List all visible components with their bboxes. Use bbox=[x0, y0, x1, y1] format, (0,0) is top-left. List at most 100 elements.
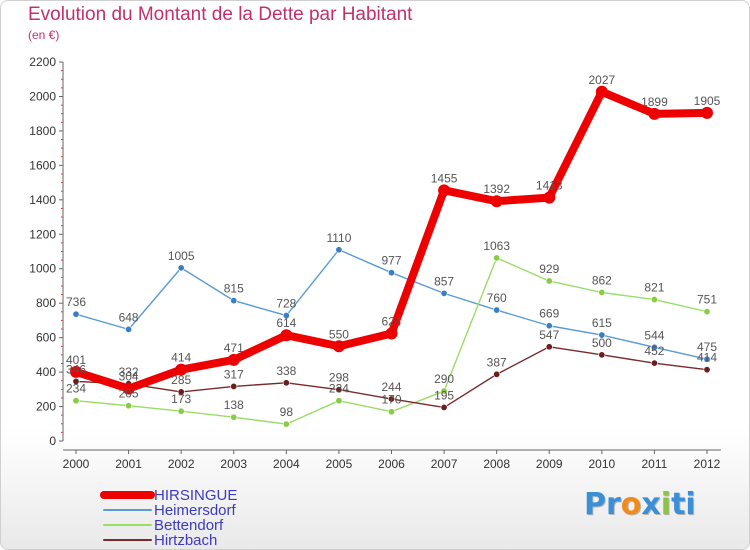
y-tick-label: 1600 bbox=[29, 158, 56, 172]
data-label: 414 bbox=[697, 351, 717, 365]
data-point bbox=[230, 382, 238, 390]
data-label: 346 bbox=[66, 362, 86, 376]
data-label: 387 bbox=[487, 355, 507, 369]
data-point bbox=[493, 254, 501, 262]
data-label: 550 bbox=[329, 327, 349, 341]
data-point bbox=[280, 329, 293, 342]
data-point bbox=[227, 353, 240, 366]
y-tick-label: 0 bbox=[49, 434, 56, 448]
data-point bbox=[598, 351, 606, 359]
legend-label-bettendorf: Bettendorf bbox=[154, 517, 224, 534]
data-label: 751 bbox=[697, 293, 717, 307]
data-point bbox=[230, 297, 238, 305]
data-point bbox=[438, 184, 451, 197]
data-label: 500 bbox=[592, 336, 612, 350]
data-label: 170 bbox=[381, 393, 401, 407]
data-label: 1905 bbox=[694, 94, 721, 108]
data-label: 1413 bbox=[536, 179, 563, 193]
data-point bbox=[177, 264, 185, 272]
chart-title: Evolution du Montant de la Dette par Hab… bbox=[28, 4, 413, 25]
data-point bbox=[332, 340, 345, 353]
data-point bbox=[122, 382, 135, 395]
data-label: 205 bbox=[119, 387, 139, 401]
data-point bbox=[703, 366, 711, 374]
data-point bbox=[282, 312, 290, 320]
data-label: 977 bbox=[381, 254, 401, 268]
data-point bbox=[598, 331, 606, 339]
data-label: 615 bbox=[592, 316, 612, 330]
data-point bbox=[440, 403, 448, 411]
data-label: 285 bbox=[171, 373, 191, 387]
x-tick-label: 2005 bbox=[326, 457, 353, 471]
logo-letter: i bbox=[685, 487, 696, 522]
data-label: 452 bbox=[644, 344, 664, 358]
data-point bbox=[72, 377, 80, 385]
series-points bbox=[70, 85, 713, 428]
data-point bbox=[335, 246, 343, 254]
data-label: 332 bbox=[119, 365, 139, 379]
x-tick-label: 2004 bbox=[273, 457, 300, 471]
data-point bbox=[230, 413, 238, 421]
x-tick-label: 2011 bbox=[642, 457, 668, 471]
data-label: 760 bbox=[487, 291, 507, 305]
data-point bbox=[595, 85, 608, 98]
x-tick-label: 2000 bbox=[63, 457, 90, 471]
data-label: 547 bbox=[539, 328, 559, 342]
data-label: 736 bbox=[66, 295, 86, 309]
data-point bbox=[125, 402, 133, 410]
data-point bbox=[545, 277, 553, 285]
data-label: 471 bbox=[224, 341, 244, 355]
data-point bbox=[175, 363, 188, 376]
legend-label-hirtzbach: Hirtzbach bbox=[154, 532, 217, 549]
data-label: 1392 bbox=[483, 182, 510, 196]
y-tick-label: 1200 bbox=[29, 227, 56, 241]
logo-letter: x bbox=[641, 487, 661, 522]
data-label: 1899 bbox=[641, 95, 668, 109]
data-point bbox=[703, 355, 711, 363]
data-point bbox=[387, 408, 395, 416]
x-tick-label: 2008 bbox=[483, 457, 510, 471]
y-tick-label: 2200 bbox=[29, 55, 56, 69]
data-label: 1455 bbox=[431, 171, 458, 185]
data-label: 475 bbox=[697, 340, 717, 354]
data-point bbox=[543, 191, 556, 204]
data-point bbox=[282, 379, 290, 387]
chart-unit: (en €) bbox=[28, 28, 60, 42]
data-point bbox=[387, 395, 395, 403]
data-label: 304 bbox=[119, 370, 139, 384]
data-label: 173 bbox=[171, 392, 191, 406]
data-point bbox=[177, 388, 185, 396]
legend-label-heimersdorf: Heimersdorf bbox=[154, 502, 237, 519]
data-label: 298 bbox=[329, 371, 349, 385]
data-point bbox=[72, 310, 80, 318]
data-point bbox=[545, 343, 553, 351]
data-label: 338 bbox=[276, 364, 296, 378]
data-point bbox=[493, 370, 501, 378]
data-point bbox=[701, 106, 713, 119]
data-label: 544 bbox=[644, 328, 664, 342]
logo-letter: t bbox=[671, 487, 686, 522]
data-label: 195 bbox=[434, 388, 454, 402]
logo-letter: P bbox=[584, 487, 606, 522]
data-label: 857 bbox=[434, 274, 454, 288]
logo-letter: i bbox=[660, 487, 672, 522]
data-label: 244 bbox=[381, 380, 401, 394]
data-point bbox=[703, 308, 711, 316]
data-point bbox=[648, 107, 661, 120]
data-label: 1005 bbox=[168, 249, 195, 263]
x-tick-label: 2006 bbox=[378, 457, 405, 471]
y-tick-label: 1000 bbox=[29, 262, 56, 276]
x-tick-label: 2003 bbox=[220, 457, 247, 471]
data-label: 614 bbox=[276, 316, 296, 330]
data-label: 669 bbox=[539, 307, 559, 321]
data-point bbox=[335, 386, 343, 394]
axes: 0 200 400 600 800 1000 1200 1400 1600 1800 2000 220… bbox=[29, 55, 721, 471]
data-point bbox=[70, 365, 82, 378]
data-point bbox=[72, 397, 80, 405]
data-point bbox=[650, 343, 658, 351]
x-tick-label: 2001 bbox=[115, 457, 142, 471]
y-tick-label: 600 bbox=[36, 331, 56, 345]
x-tick-label: 2002 bbox=[168, 457, 195, 471]
